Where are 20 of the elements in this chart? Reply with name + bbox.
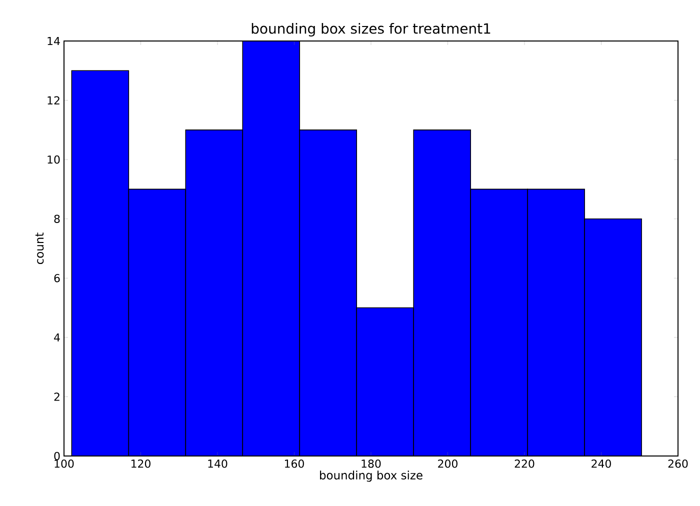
chart-title: bounding box sizes for treatment1 — [252, 23, 490, 37]
y-tick-label: 0 — [54, 452, 60, 460]
x-tick-label: 240 — [592, 460, 611, 468]
y-tick-label: 10 — [48, 155, 60, 164]
y-tick-label: 8 — [54, 214, 60, 223]
x-tick-label: 180 — [362, 460, 381, 468]
x-tick-label: 200 — [438, 460, 458, 468]
y-axis-title: count — [35, 232, 44, 264]
x-tick-label: 260 — [668, 460, 688, 468]
x-tick-label: 160 — [284, 460, 304, 468]
x-tick-label: 220 — [514, 460, 534, 468]
y-tick-label: 2 — [54, 392, 60, 401]
y-tick-label: 4 — [54, 333, 60, 342]
x-tick-label: 100 — [54, 460, 74, 468]
y-tick-label: 14 — [48, 37, 60, 45]
y-tick-label: 6 — [54, 274, 60, 282]
x-tick-label: 120 — [131, 460, 150, 468]
y-tick-label: 12 — [48, 96, 60, 104]
x-tick-label: 140 — [208, 460, 228, 468]
x-axis-title: bounding box size — [320, 470, 422, 482]
